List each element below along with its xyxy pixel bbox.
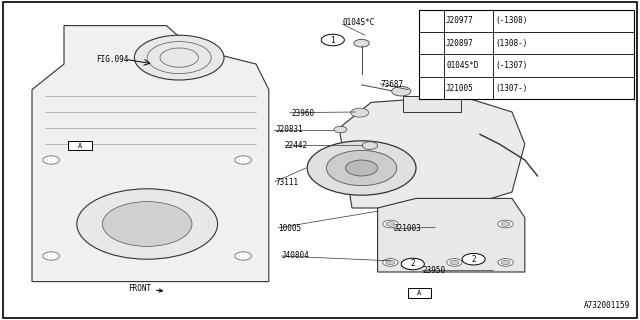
Circle shape (326, 150, 397, 186)
Polygon shape (378, 198, 525, 272)
Circle shape (501, 222, 510, 226)
Circle shape (462, 253, 485, 265)
Text: 0104S*C: 0104S*C (342, 18, 375, 27)
Circle shape (383, 220, 398, 228)
Text: A: A (417, 290, 421, 296)
Circle shape (392, 86, 411, 96)
Circle shape (321, 34, 344, 46)
Text: 73687: 73687 (381, 80, 404, 89)
FancyBboxPatch shape (68, 141, 92, 150)
Text: J20831: J20831 (275, 125, 303, 134)
Circle shape (235, 252, 252, 260)
Circle shape (235, 156, 252, 164)
Circle shape (498, 220, 513, 228)
Text: FIG.094: FIG.094 (96, 55, 128, 64)
Text: J20977: J20977 (446, 16, 474, 25)
Circle shape (346, 160, 378, 176)
Text: J21003: J21003 (394, 224, 421, 233)
Text: A732001159: A732001159 (584, 301, 630, 310)
Text: 23960: 23960 (291, 109, 314, 118)
Text: 1: 1 (330, 36, 335, 44)
Circle shape (498, 259, 513, 266)
Text: 2: 2 (471, 255, 476, 264)
Text: 2: 2 (410, 260, 415, 268)
Circle shape (423, 61, 440, 70)
Circle shape (334, 126, 347, 133)
Circle shape (383, 259, 398, 266)
Text: 22442: 22442 (285, 141, 308, 150)
Circle shape (77, 189, 218, 259)
Text: 10005: 10005 (278, 224, 301, 233)
Circle shape (386, 222, 395, 226)
FancyBboxPatch shape (408, 288, 431, 298)
Bar (403, 96, 461, 112)
Circle shape (501, 260, 510, 265)
Circle shape (450, 260, 459, 265)
Text: J40804: J40804 (282, 252, 309, 260)
Text: 73111: 73111 (275, 178, 298, 187)
Text: 1: 1 (429, 18, 433, 24)
Circle shape (447, 259, 462, 266)
Bar (419, 10, 634, 99)
Text: (-1308): (-1308) (495, 16, 528, 25)
Text: A: A (78, 143, 82, 148)
Text: (1307-): (1307-) (495, 84, 528, 92)
Text: FRONT: FRONT (128, 284, 163, 293)
Circle shape (354, 39, 369, 47)
Text: J21005: J21005 (446, 84, 474, 92)
Text: 0104S*D: 0104S*D (446, 61, 479, 70)
Circle shape (43, 156, 60, 164)
Circle shape (386, 260, 395, 265)
Polygon shape (32, 26, 269, 282)
Circle shape (43, 252, 60, 260)
Circle shape (102, 202, 192, 246)
Text: (1308-): (1308-) (495, 39, 528, 48)
Circle shape (401, 258, 424, 270)
Circle shape (362, 142, 378, 149)
Text: J20897: J20897 (446, 39, 474, 48)
Text: 23950: 23950 (422, 266, 445, 275)
Circle shape (423, 17, 440, 25)
Text: (-1307): (-1307) (495, 61, 528, 70)
Circle shape (134, 35, 224, 80)
Circle shape (351, 108, 369, 117)
Circle shape (307, 141, 416, 195)
Text: 2: 2 (429, 63, 433, 68)
Polygon shape (339, 96, 525, 208)
